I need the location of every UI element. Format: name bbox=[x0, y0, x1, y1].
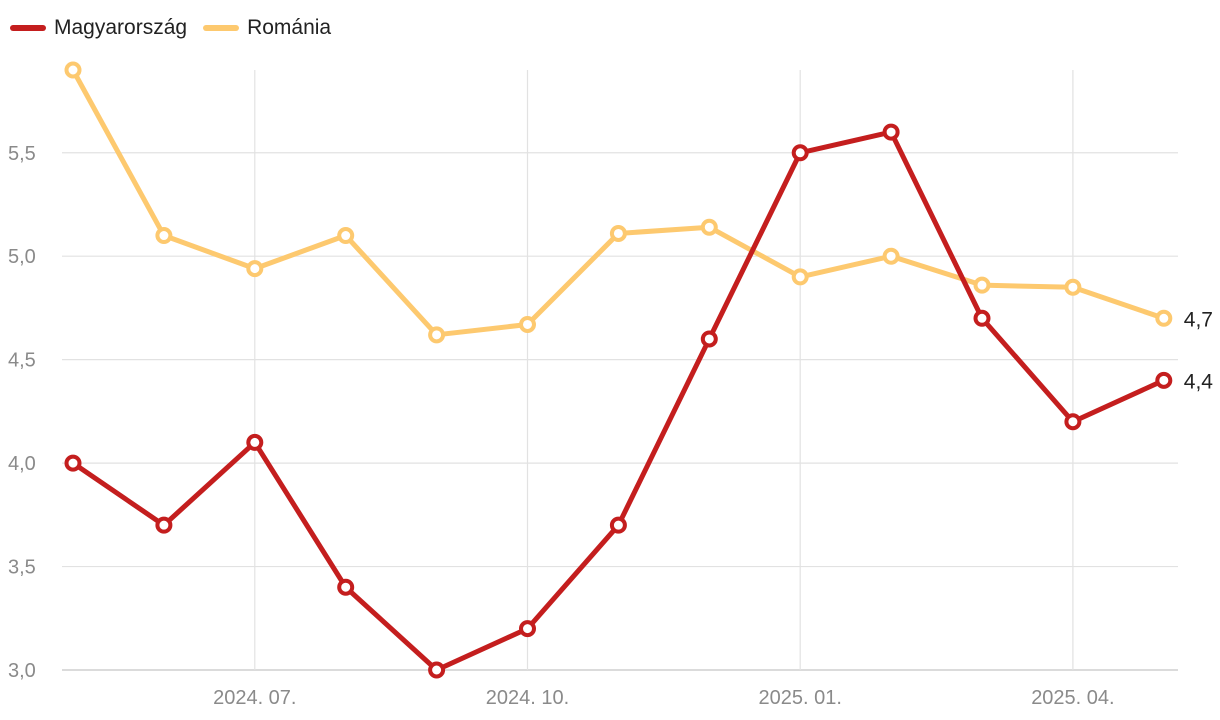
data-point-romania bbox=[1064, 278, 1082, 296]
x-tick-label: 2024. 10. bbox=[486, 687, 569, 709]
legend-label-romania: Románia bbox=[247, 16, 332, 39]
legend-swatch-romania bbox=[203, 25, 240, 31]
series-group: 4,7 4,4 bbox=[64, 61, 1214, 679]
data-point-magyarorszag bbox=[155, 516, 173, 534]
end-label-magyarorszag: 4,4 bbox=[1184, 370, 1214, 393]
series-line-romania bbox=[70, 67, 1167, 338]
data-point-romania bbox=[882, 247, 900, 265]
data-point-magyarorszag bbox=[700, 330, 718, 348]
end-label-romania: 4,7 bbox=[1184, 308, 1213, 331]
y-tick-label: 4,5 bbox=[8, 350, 36, 372]
data-point-romania bbox=[246, 260, 264, 278]
data-point-romania bbox=[519, 315, 536, 333]
data-point-magyarorszag bbox=[337, 578, 355, 596]
series-line-magyarorszag bbox=[70, 129, 1167, 673]
x-tick-label: 2025. 01. bbox=[758, 687, 841, 709]
legend-label-magyarorszag: Magyarország bbox=[54, 16, 188, 39]
legend-item-romania[interactable]: Románia bbox=[203, 16, 331, 40]
data-point-romania bbox=[428, 326, 446, 344]
legend: Magyarország Románia bbox=[10, 16, 331, 40]
legend-item-magyarorszag[interactable]: Magyarország bbox=[10, 16, 187, 40]
data-point-magyarorszag bbox=[246, 433, 264, 451]
series-romania: 4,7 bbox=[64, 61, 1213, 344]
data-point-magyarorszag bbox=[882, 123, 900, 141]
y-tick-label: 5,0 bbox=[8, 246, 36, 268]
y-tick-label: 5,5 bbox=[8, 143, 36, 165]
data-point-magyarorszag bbox=[64, 454, 82, 472]
data-point-romania bbox=[155, 227, 173, 245]
legend-swatch-magyarorszag bbox=[10, 25, 46, 31]
data-point-romania bbox=[700, 218, 718, 236]
y-tick-label: 3,0 bbox=[8, 660, 36, 682]
data-point-magyarorszag bbox=[1155, 371, 1173, 389]
data-point-magyarorszag bbox=[973, 309, 991, 327]
data-point-magyarorszag bbox=[519, 620, 536, 638]
x-tick-label: 2024. 07. bbox=[213, 687, 296, 709]
y-tick-label: 4,0 bbox=[8, 453, 36, 475]
data-point-romania bbox=[1155, 309, 1173, 327]
data-point-romania bbox=[64, 61, 82, 79]
data-point-magyarorszag bbox=[1064, 413, 1082, 431]
data-point-magyarorszag bbox=[609, 516, 627, 534]
data-point-romania bbox=[337, 227, 355, 245]
axis-labels: 3,0 3,5 4,0 4,5 5,0 5,5 2024. 07. 2024. 10. 2025… bbox=[8, 143, 1115, 709]
series-magyarorszag: 4,4 bbox=[64, 123, 1214, 679]
data-point-romania bbox=[973, 276, 991, 294]
y-tick-label: 3,5 bbox=[8, 557, 36, 579]
data-point-magyarorszag bbox=[791, 144, 809, 162]
x-tick-label: 2025. 04. bbox=[1031, 687, 1114, 709]
grid bbox=[62, 70, 1178, 671]
data-point-romania bbox=[609, 224, 627, 242]
data-point-romania bbox=[791, 268, 809, 286]
data-point-magyarorszag bbox=[428, 661, 446, 679]
